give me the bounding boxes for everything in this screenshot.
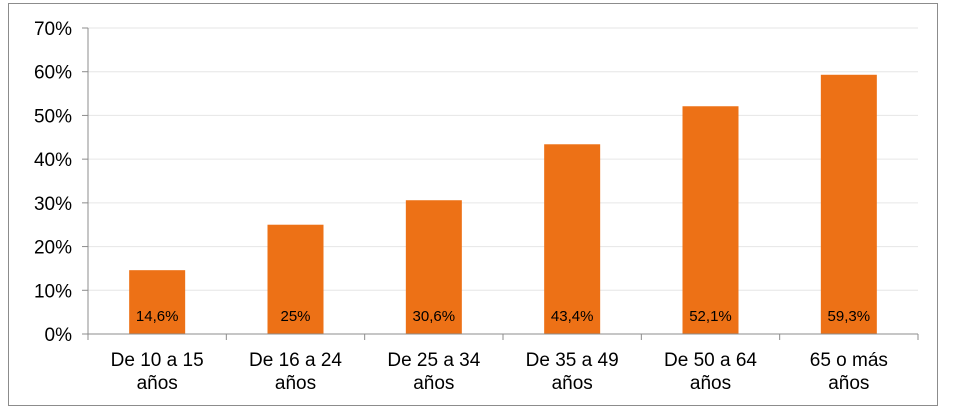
- data-label: 59,3%: [828, 308, 871, 325]
- x-tick-label: De 35 a 49: [526, 350, 619, 371]
- x-tick-label: De 50 a 64: [664, 350, 757, 371]
- bar: [820, 74, 877, 334]
- bar: [129, 270, 186, 334]
- x-tick-label: años: [828, 373, 869, 394]
- y-tick-label: 20%: [34, 238, 72, 259]
- x-tick-label: 65 o más: [810, 350, 888, 371]
- bars: [129, 74, 877, 335]
- data-label: 14,6%: [136, 308, 179, 325]
- bar: [544, 144, 601, 334]
- y-tick-label: 0%: [45, 325, 73, 346]
- x-tick-label: De 16 a 24: [249, 350, 342, 371]
- data-label: 52,1%: [689, 308, 732, 325]
- y-tick-label: 30%: [34, 194, 72, 215]
- x-tick-label: De 25 a 34: [387, 350, 480, 371]
- data-label: 30,6%: [413, 308, 456, 325]
- x-tick-label: años: [275, 373, 316, 394]
- axes: [82, 27, 919, 340]
- y-tick-label: 50%: [34, 106, 72, 127]
- x-tick-label: años: [690, 373, 731, 394]
- y-tick-label: 70%: [34, 19, 72, 40]
- x-tick-label: años: [413, 373, 454, 394]
- data-label: 43,4%: [551, 308, 594, 325]
- gridlines: [88, 27, 918, 291]
- y-tick-labels: 0% 10% 20% 30% 40% 50% 60% 70%: [34, 19, 72, 346]
- y-tick-label: 40%: [34, 150, 72, 171]
- bar: [682, 106, 739, 335]
- data-labels: 14,6% 25% 30,6% 43,4% 52,1% 59,3%: [136, 308, 870, 325]
- bar: [267, 224, 324, 334]
- chart-frame: [8, 3, 938, 406]
- bar: [405, 200, 462, 334]
- data-label: 25%: [280, 308, 310, 325]
- y-tick-label: 60%: [34, 63, 72, 84]
- y-tick-label: 10%: [34, 281, 72, 302]
- x-tick-label: años: [137, 373, 178, 394]
- x-tick-label: De 10 a 15: [111, 350, 204, 371]
- x-tick-label: años: [552, 373, 593, 394]
